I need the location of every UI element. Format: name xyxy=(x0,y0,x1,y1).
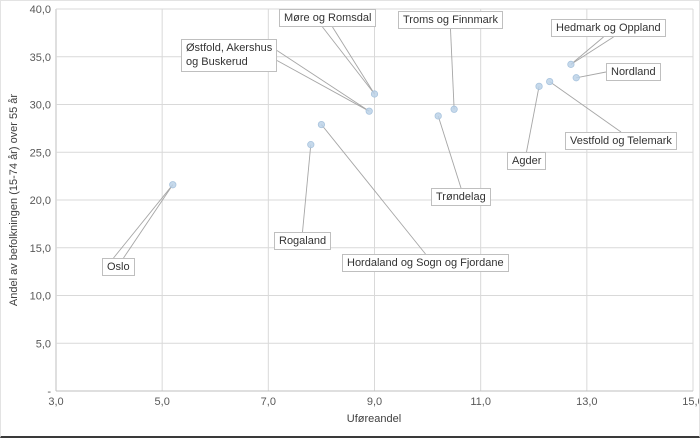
point-callout-label: Trøndelag xyxy=(431,188,491,207)
data-point xyxy=(450,105,458,113)
callout-leader-line xyxy=(576,71,607,79)
callout-leader-line xyxy=(437,115,462,189)
data-point xyxy=(567,60,575,68)
y-tick-label: - xyxy=(47,386,51,398)
callout-leader-line xyxy=(332,26,375,95)
x-tick-label: 5,0 xyxy=(155,396,170,408)
x-tick-label: 7,0 xyxy=(261,396,276,408)
callout-leader-line xyxy=(322,26,375,95)
x-tick-label: 15,0 xyxy=(682,396,700,408)
callout-leader-line xyxy=(570,36,604,65)
y-tick-label: 25,0 xyxy=(30,147,51,159)
point-callout-label: Møre og Romsdal xyxy=(279,9,377,28)
x-tick-label: 13,0 xyxy=(576,396,597,408)
point-callout-label: Oslo xyxy=(102,258,135,277)
callout-leader-line xyxy=(113,184,174,259)
data-point xyxy=(535,82,543,90)
x-tick-label: 11,0 xyxy=(470,396,491,408)
callout-leader-line xyxy=(570,36,614,65)
data-point xyxy=(307,141,315,149)
point-callout-label: Vestfold og Telemark xyxy=(565,132,677,151)
x-axis-title: Uføreandel xyxy=(346,413,402,425)
data-point xyxy=(370,90,379,98)
point-callout-label: Hordaland og Sogn og Fjordane xyxy=(342,254,509,273)
data-point xyxy=(572,74,580,82)
data-point xyxy=(169,181,177,189)
callout-leader-line xyxy=(276,50,370,112)
data-point xyxy=(434,112,442,120)
callout-leader-line xyxy=(123,184,174,259)
point-callout-label: Agder xyxy=(507,152,547,171)
y-tick-label: 15,0 xyxy=(30,243,51,255)
y-tick-label: 5,0 xyxy=(36,338,51,350)
callout-leader-line xyxy=(450,28,455,110)
point-callout-label: Troms og Finnmark xyxy=(398,11,503,30)
callout-leader-line xyxy=(526,86,540,153)
callout-leader-line xyxy=(302,144,312,233)
y-tick-label: 10,0 xyxy=(30,291,51,303)
point-callout-label: Østfold, Akershus og Buskerud xyxy=(181,39,278,72)
data-point xyxy=(365,107,373,115)
point-callout-label: Nordland xyxy=(606,63,661,82)
x-tick-label: 9,0 xyxy=(367,396,382,408)
y-tick-label: 40,0 xyxy=(30,4,51,16)
y-tick-label: 30,0 xyxy=(30,100,51,112)
point-callout-label: Rogaland xyxy=(274,232,332,251)
x-tick-label: 3,0 xyxy=(48,396,63,408)
data-point xyxy=(546,77,554,86)
callout-leader-line xyxy=(276,60,370,112)
y-tick-label: 20,0 xyxy=(30,195,51,207)
callout-leader-line xyxy=(321,124,426,255)
callout-leader-line xyxy=(549,81,622,133)
point-callout-label: Hedmark og Oppland xyxy=(551,19,666,38)
y-axis-title: Andel av befolkningen (15-74 år) over 55… xyxy=(8,93,20,307)
y-tick-label: 35,0 xyxy=(30,52,51,64)
data-point xyxy=(317,120,326,129)
